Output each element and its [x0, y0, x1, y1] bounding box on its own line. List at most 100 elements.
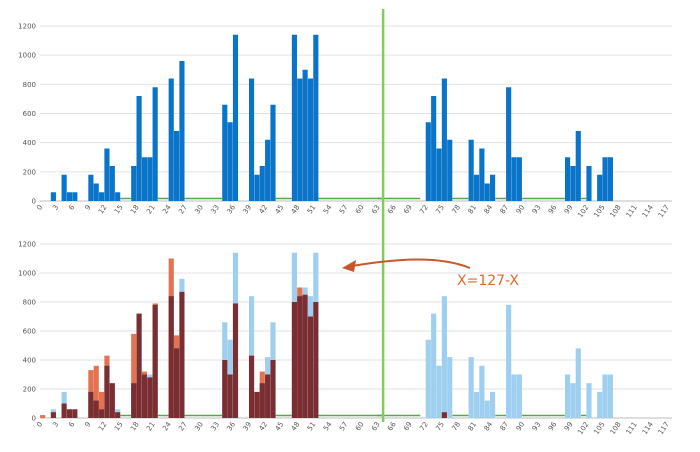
x-tick-label: 117 [657, 421, 671, 437]
bar-overlap [99, 409, 105, 418]
arrow-shaft [351, 258, 471, 269]
x-tick-label: 72 [418, 421, 430, 433]
bar [259, 166, 265, 201]
x-tick-label: 39 [242, 204, 254, 216]
bar [425, 122, 431, 201]
bar [72, 192, 78, 201]
x-tick-label: 6 [67, 420, 76, 429]
x-tick-label: 39 [242, 421, 254, 433]
bar-original [436, 365, 442, 418]
x-tick-label: 24 [161, 203, 173, 215]
bar-original [425, 339, 431, 418]
annotation-layer: X=127-X [342, 9, 519, 422]
bar [270, 104, 276, 201]
bar-overlap [441, 412, 447, 418]
bar [436, 148, 442, 201]
bar [506, 87, 512, 201]
x-tick-label: 0 [35, 204, 44, 212]
x-tick-label: 75 [434, 421, 446, 433]
bar [248, 78, 255, 201]
x-tick-label: 96 [547, 420, 559, 432]
x-tick-label: 96 [547, 203, 559, 215]
x-tick-label: 99 [563, 204, 575, 216]
bar-overlap [227, 374, 233, 418]
x-tick-label: 51 [306, 204, 318, 216]
bar [511, 157, 517, 201]
x-tick-label: 87 [499, 204, 511, 216]
x-tick-label: 6 [67, 203, 76, 212]
y-tick-label: 200 [23, 386, 36, 394]
x-tick-label: 21 [145, 421, 157, 433]
x-tick-label: 60 [354, 204, 366, 216]
bar [61, 174, 67, 201]
bar-overlap [104, 365, 110, 418]
bar-overlap [291, 302, 297, 418]
x-tick-label: 84 [483, 203, 495, 215]
x-tick-label: 66 [386, 420, 398, 432]
bar [66, 192, 73, 201]
bar-overlap [179, 291, 185, 418]
bar [586, 166, 592, 201]
y-tick-label: 200 [23, 168, 36, 176]
x-tick-label: 69 [402, 204, 414, 216]
x-tick-label: 108 [609, 204, 623, 220]
x-tick-label: 30 [193, 204, 205, 216]
x-tick-label: 66 [386, 203, 398, 215]
bar [602, 157, 608, 201]
x-tick-label: 63 [370, 421, 382, 433]
x-tick-label: 84 [483, 420, 495, 432]
x-tick-label: 45 [274, 204, 286, 216]
x-tick-label: 105 [592, 204, 606, 220]
x-tick-label: 54 [322, 420, 334, 432]
bar-overlap [50, 412, 56, 418]
bar [516, 157, 522, 201]
x-tick-label: 51 [306, 421, 318, 433]
x-tick-label: 27 [177, 204, 189, 216]
y-tick-label: 600 [23, 328, 36, 336]
bar-overlap [61, 403, 67, 418]
x-tick-label: 24 [161, 420, 173, 432]
x-tick-label: 42 [258, 204, 270, 216]
bar [564, 157, 571, 201]
bar [88, 174, 94, 201]
bar-overlap [174, 348, 180, 418]
y-tick-label: 1000 [18, 270, 36, 278]
bar-original [597, 391, 603, 418]
y-tick-label: 1200 [18, 23, 36, 31]
bar-overlap [313, 302, 319, 418]
bar-overlap [248, 355, 255, 418]
bar-overlap [136, 313, 142, 418]
bar [179, 61, 185, 201]
annotation-label: X=127-X [457, 273, 519, 289]
x-tick-label: 57 [338, 421, 350, 433]
bar [168, 78, 174, 201]
bar-overlap [109, 383, 115, 418]
bar [473, 174, 480, 201]
bar [291, 34, 297, 201]
x-tick-label: 33 [209, 421, 221, 433]
bar-overlap [115, 412, 121, 418]
x-tick-label: 81 [466, 204, 478, 216]
bar-original [607, 374, 613, 418]
x-tick-label: 9 [83, 421, 92, 429]
bar-original [431, 313, 437, 418]
bar-original [468, 357, 474, 418]
y-tick-label: 1000 [18, 52, 36, 60]
bar-original [516, 374, 522, 418]
x-tick-label: 36 [225, 203, 237, 215]
bar-original [473, 391, 480, 418]
x-tick-label: 12 [97, 421, 109, 433]
bar-original [570, 383, 576, 418]
x-tick-label: 63 [370, 204, 382, 216]
bar-overlap [254, 391, 260, 418]
bar [109, 166, 115, 201]
bar-overlap [307, 316, 314, 418]
bar [104, 148, 110, 201]
x-tick-label: 27 [177, 421, 189, 433]
x-tick-label: 93 [531, 421, 543, 433]
x-tick-label: 57 [338, 204, 350, 216]
bar [99, 192, 105, 201]
bar [174, 131, 180, 201]
